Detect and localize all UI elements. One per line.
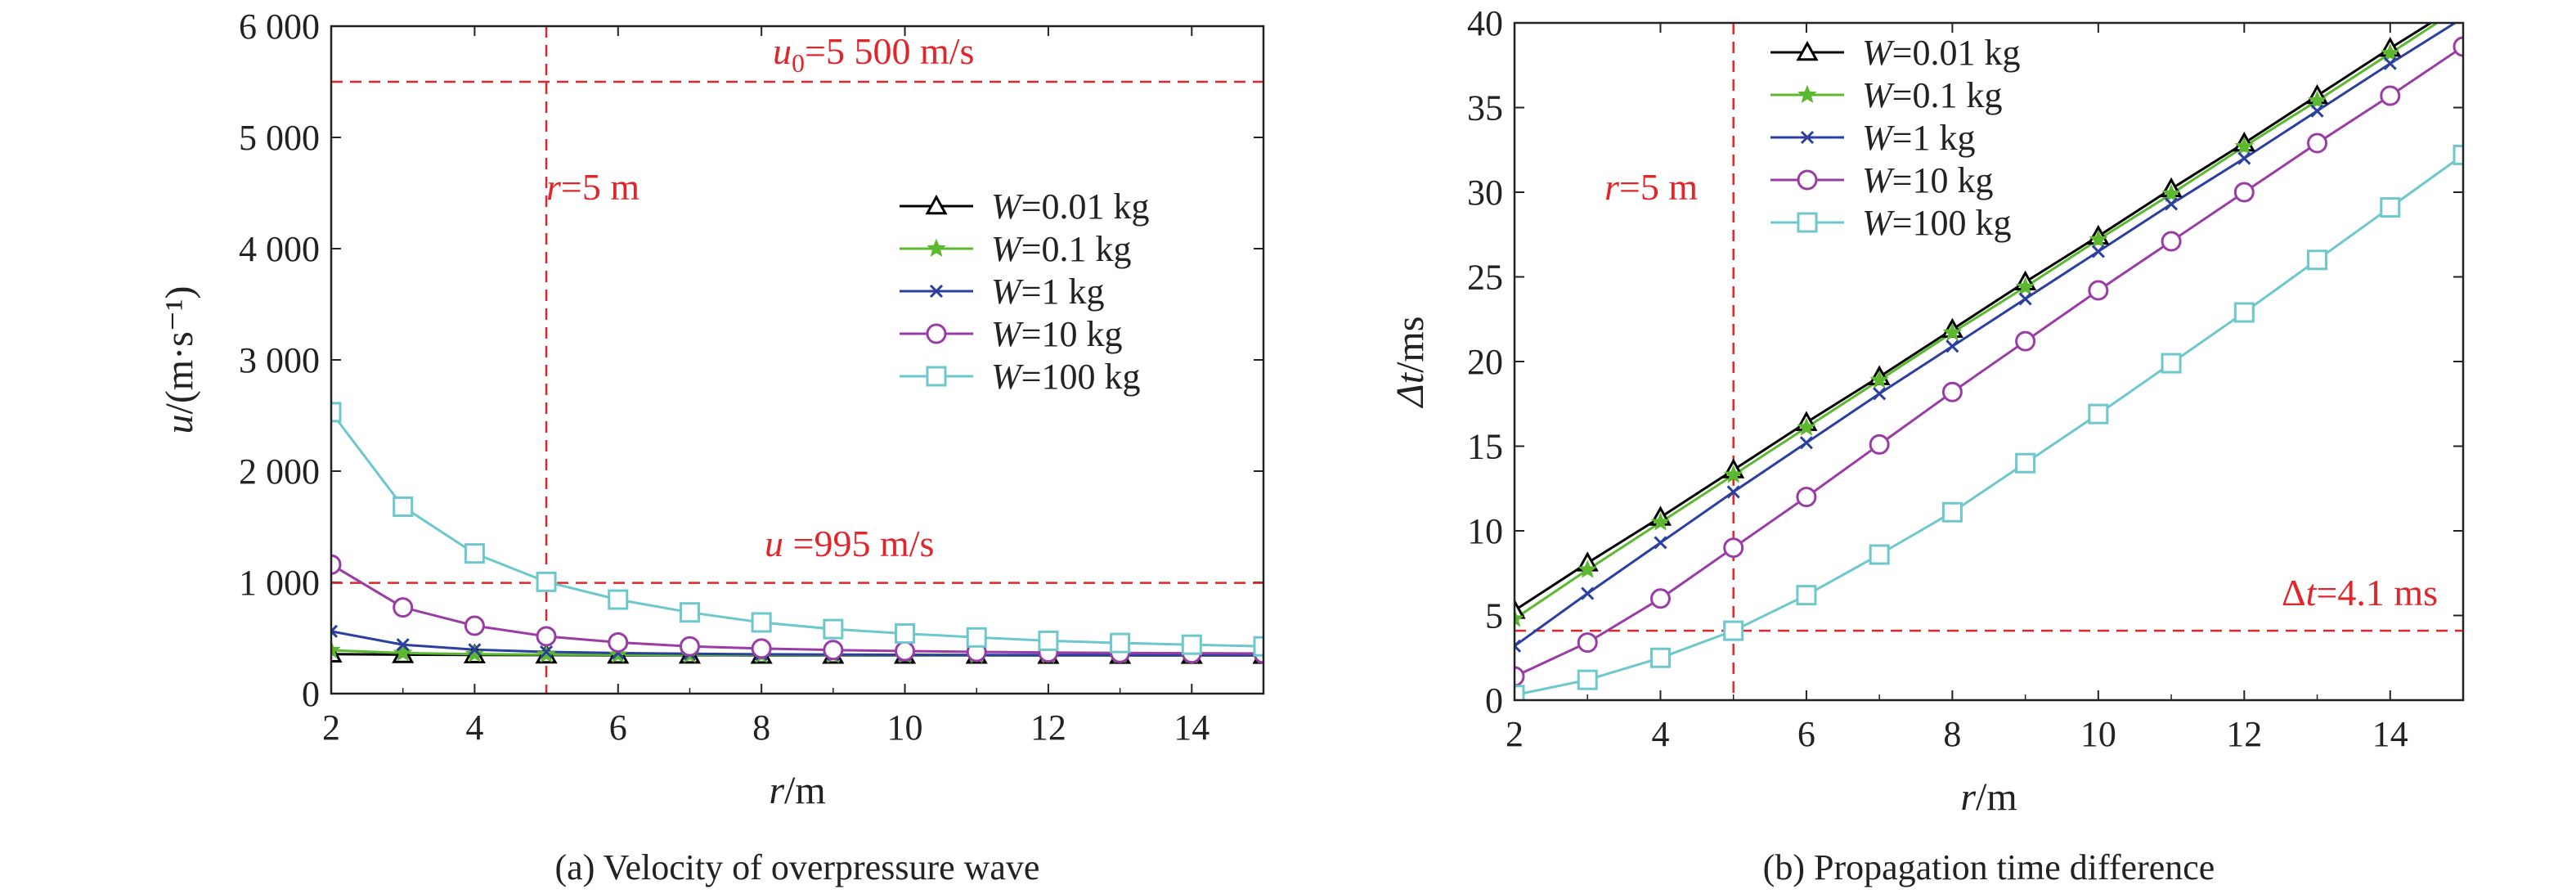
data-point (2309, 251, 2327, 269)
data-point (967, 628, 985, 646)
data-point (537, 627, 555, 645)
annotation-dt: Δt=4.1 ms (2282, 572, 2438, 613)
data-point (824, 641, 842, 659)
data-point (1943, 383, 1961, 401)
legend-label: W=1 kg (991, 272, 1104, 312)
legend-label: W=10 kg (1862, 160, 1993, 200)
data-point (1725, 622, 1743, 640)
data-point (1870, 546, 1888, 564)
x-tick-label: 2 (322, 708, 340, 748)
legend-marker (1798, 213, 1816, 231)
x-tick-label: 12 (2226, 714, 2262, 754)
data-point (1578, 671, 1596, 689)
data-point (680, 604, 698, 622)
y-tick-label: 40 (1467, 3, 1503, 43)
data-point (609, 591, 627, 609)
y-tick-label: 4 000 (239, 229, 320, 269)
data-point (1651, 590, 1669, 608)
data-point (465, 617, 483, 635)
legend-label: W=1 kg (1862, 118, 1975, 158)
y-tick-label: 2 000 (239, 451, 320, 492)
data-point (2309, 134, 2327, 152)
legend-label: W=0.1 kg (991, 229, 1131, 269)
data-point (609, 633, 627, 651)
data-point (1943, 503, 1961, 521)
data-point (1039, 631, 1057, 649)
x-axis-title: r/m (1960, 775, 2017, 819)
data-point (1797, 488, 1815, 506)
data-point (537, 573, 555, 591)
x-tick-label: 10 (887, 708, 923, 748)
legend-label: W=100 kg (991, 357, 1140, 397)
legend-label: W=10 kg (991, 314, 1122, 354)
y-tick-label: 10 (1467, 511, 1503, 551)
data-point (1578, 634, 1596, 652)
data-point (465, 545, 483, 563)
y-tick-label: 25 (1467, 258, 1503, 298)
data-point (2381, 87, 2399, 105)
figure: 2 4 6 8 10 12 14 0 1 000 2 000 3 000 4 000 5 000 6 00… (0, 0, 2576, 894)
x-tick-label: 14 (2372, 714, 2408, 754)
data-point (1651, 649, 1669, 667)
annotation-u: u =995 m/s (765, 523, 934, 564)
y-tick-label: 3 000 (239, 340, 320, 380)
data-point (896, 642, 914, 660)
data-point (896, 625, 914, 643)
y-tick-label: 15 (1467, 427, 1503, 467)
legend-label: W=100 kg (1862, 203, 2011, 243)
x-tick-label: 8 (752, 708, 770, 748)
y-tick-label: 5 000 (239, 118, 320, 158)
data-point (2162, 354, 2180, 372)
legend-label: W=0.01 kg (991, 186, 1149, 227)
data-point (680, 637, 698, 655)
annotation-r: r=5 m (546, 166, 640, 208)
x-tick-label: 12 (1030, 708, 1066, 748)
x-axis-title: r/m (769, 769, 825, 812)
data-point (1797, 586, 1815, 604)
data-point (394, 498, 412, 516)
annotation-r: r=5 m (1604, 166, 1698, 208)
legend-marker (927, 325, 945, 343)
data-point (394, 599, 412, 617)
data-point (1111, 634, 1129, 652)
data-point (2089, 405, 2107, 423)
panel-caption: (b) Propagation time difference (1763, 847, 2215, 887)
y-tick-label: 35 (1467, 88, 1503, 128)
data-point (1725, 539, 1743, 557)
data-point (2235, 303, 2253, 321)
y-tick-label: 6 000 (239, 7, 320, 47)
x-tick-label: 4 (465, 708, 483, 748)
legend-marker (1798, 171, 1816, 189)
x-tick-label: 10 (2080, 714, 2116, 754)
y-axis-title: Δt/ms (1389, 317, 1432, 409)
y-tick-label: 20 (1467, 342, 1503, 382)
legend-label: W=0.01 kg (1862, 33, 2020, 73)
y-tick-label: 0 (302, 674, 320, 714)
data-point (824, 620, 842, 638)
x-tick-label: 8 (1943, 714, 1961, 754)
data-point (1183, 636, 1200, 654)
data-point (752, 613, 770, 631)
x-tick-label: 14 (1174, 708, 1209, 748)
x-tick-label: 4 (1651, 714, 1669, 754)
x-tick-label: 2 (1506, 714, 1524, 754)
y-tick-label: 1 000 (239, 563, 320, 603)
y-axis-title: u/(m·s⁻¹) (158, 285, 201, 434)
y-tick-label: 5 (1485, 596, 1503, 636)
data-point (2381, 199, 2399, 217)
panel-caption: (a) Velocity of overpressure wave (555, 847, 1040, 887)
data-point (2089, 281, 2107, 299)
y-tick-label: 30 (1467, 173, 1503, 213)
x-tick-label: 6 (609, 708, 627, 748)
legend-marker (927, 367, 945, 385)
data-point (2162, 232, 2180, 250)
y-tick-label: 0 (1485, 681, 1503, 721)
data-point (752, 640, 770, 658)
data-point (2017, 454, 2035, 472)
x-tick-label: 6 (1797, 714, 1815, 754)
data-point (2017, 332, 2035, 350)
legend-label: W=0.1 kg (1862, 75, 2002, 115)
data-point (2235, 183, 2253, 201)
data-point (1870, 435, 1888, 453)
